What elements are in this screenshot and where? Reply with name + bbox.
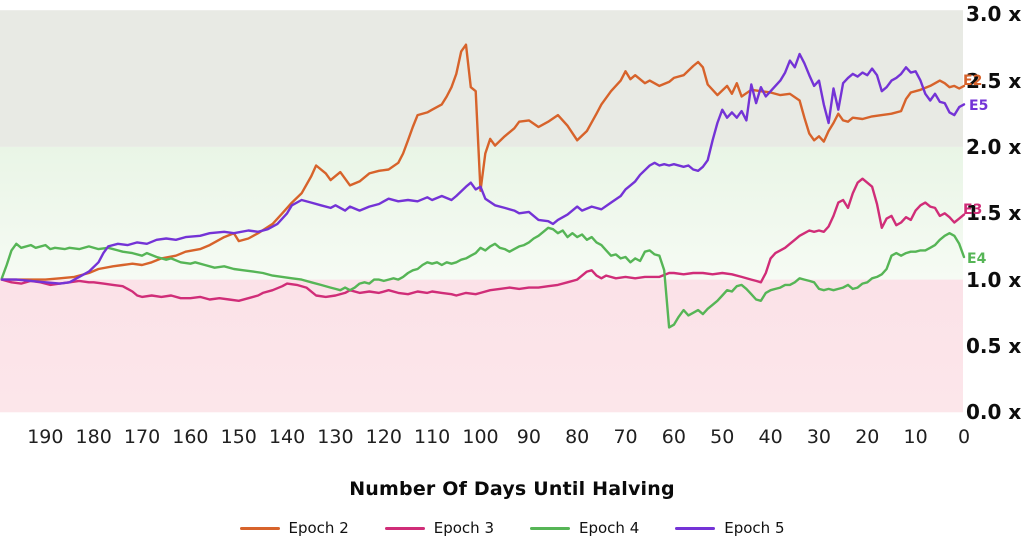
y-axis-label-1: 1.0 x [966, 267, 1022, 292]
legend-swatch-e5 [675, 526, 716, 530]
x-axis-tick-170: 170 [123, 426, 161, 448]
x-axis-tick-50: 50 [710, 426, 735, 448]
legend-label-e2: Epoch 2 [288, 519, 349, 537]
chart-legend: Epoch 2 Epoch 3 Epoch 4 Epoch 5 [0, 519, 1024, 537]
legend-label-e3: Epoch 3 [433, 519, 494, 537]
x-axis-tick-150: 150 [220, 426, 257, 448]
y-axis-label-2.5: 2.5 x [966, 68, 1022, 93]
legend-item-e2: Epoch 2 [239, 519, 349, 537]
x-axis-tick-120: 120 [365, 426, 402, 448]
series-end-label-e4: E4 [967, 251, 987, 268]
series-line-e4 [0, 226, 966, 329]
y-axis-label-1.5: 1.5 x [966, 201, 1022, 226]
series-line-e5 [0, 52, 966, 285]
legend-item-e3: Epoch 3 [384, 519, 494, 537]
x-axis-tick-10: 10 [903, 426, 928, 448]
x-axis-tick-130: 130 [317, 426, 354, 448]
series-lines [0, 43, 966, 329]
band-0x-1x [0, 279, 963, 413]
x-axis-tick-30: 30 [806, 426, 832, 448]
legend-swatch-e4 [530, 526, 570, 530]
x-axis-tick-90: 90 [516, 426, 541, 448]
x-axis-tick-70: 70 [613, 426, 638, 448]
y-axis-label-3: 3.0 x [966, 2, 1022, 27]
x-axis-tick-190: 190 [27, 426, 64, 448]
x-axis-tick-80: 80 [565, 426, 590, 448]
x-axis-tick-20: 20 [855, 426, 880, 448]
legend-swatch-e2 [239, 526, 280, 530]
x-axis-tick-0: 0 [957, 426, 971, 448]
band-2x-3.03x [0, 10, 963, 147]
x-axis-tick-110: 110 [414, 426, 451, 448]
x-axis-tick-40: 40 [758, 426, 783, 448]
x-axis-tick-160: 160 [172, 426, 209, 448]
x-axis-tick-60: 60 [661, 426, 686, 448]
x-axis-tick-180: 180 [75, 426, 112, 448]
legend-label-e5: Epoch 5 [724, 519, 785, 537]
x-axis-tick-140: 140 [268, 426, 306, 448]
legend-item-e4: Epoch 4 [530, 519, 639, 537]
series-end-label-e2: E2 [963, 72, 983, 89]
y-axis-label-2: 2.0 x [966, 134, 1022, 159]
series-end-label-e5: E5 [969, 98, 989, 115]
y-axis-label-0: 0.0 x [966, 400, 1022, 425]
legend-swatch-e3 [384, 526, 425, 530]
band-1x-2x [0, 146, 963, 280]
series-end-label-e3: E3 [963, 201, 983, 218]
series-line-e3 [0, 177, 966, 302]
y-axis-label-0.5: 0.5 x [966, 333, 1022, 358]
legend-label-e4: Epoch 4 [579, 519, 640, 537]
background-bands [0, 10, 963, 413]
x-axis-title: Number Of Days Until Halving [349, 478, 675, 500]
legend-item-e5: Epoch 5 [675, 519, 785, 537]
x-axis-tick-100: 100 [462, 426, 499, 448]
series-line-e2 [0, 43, 966, 281]
